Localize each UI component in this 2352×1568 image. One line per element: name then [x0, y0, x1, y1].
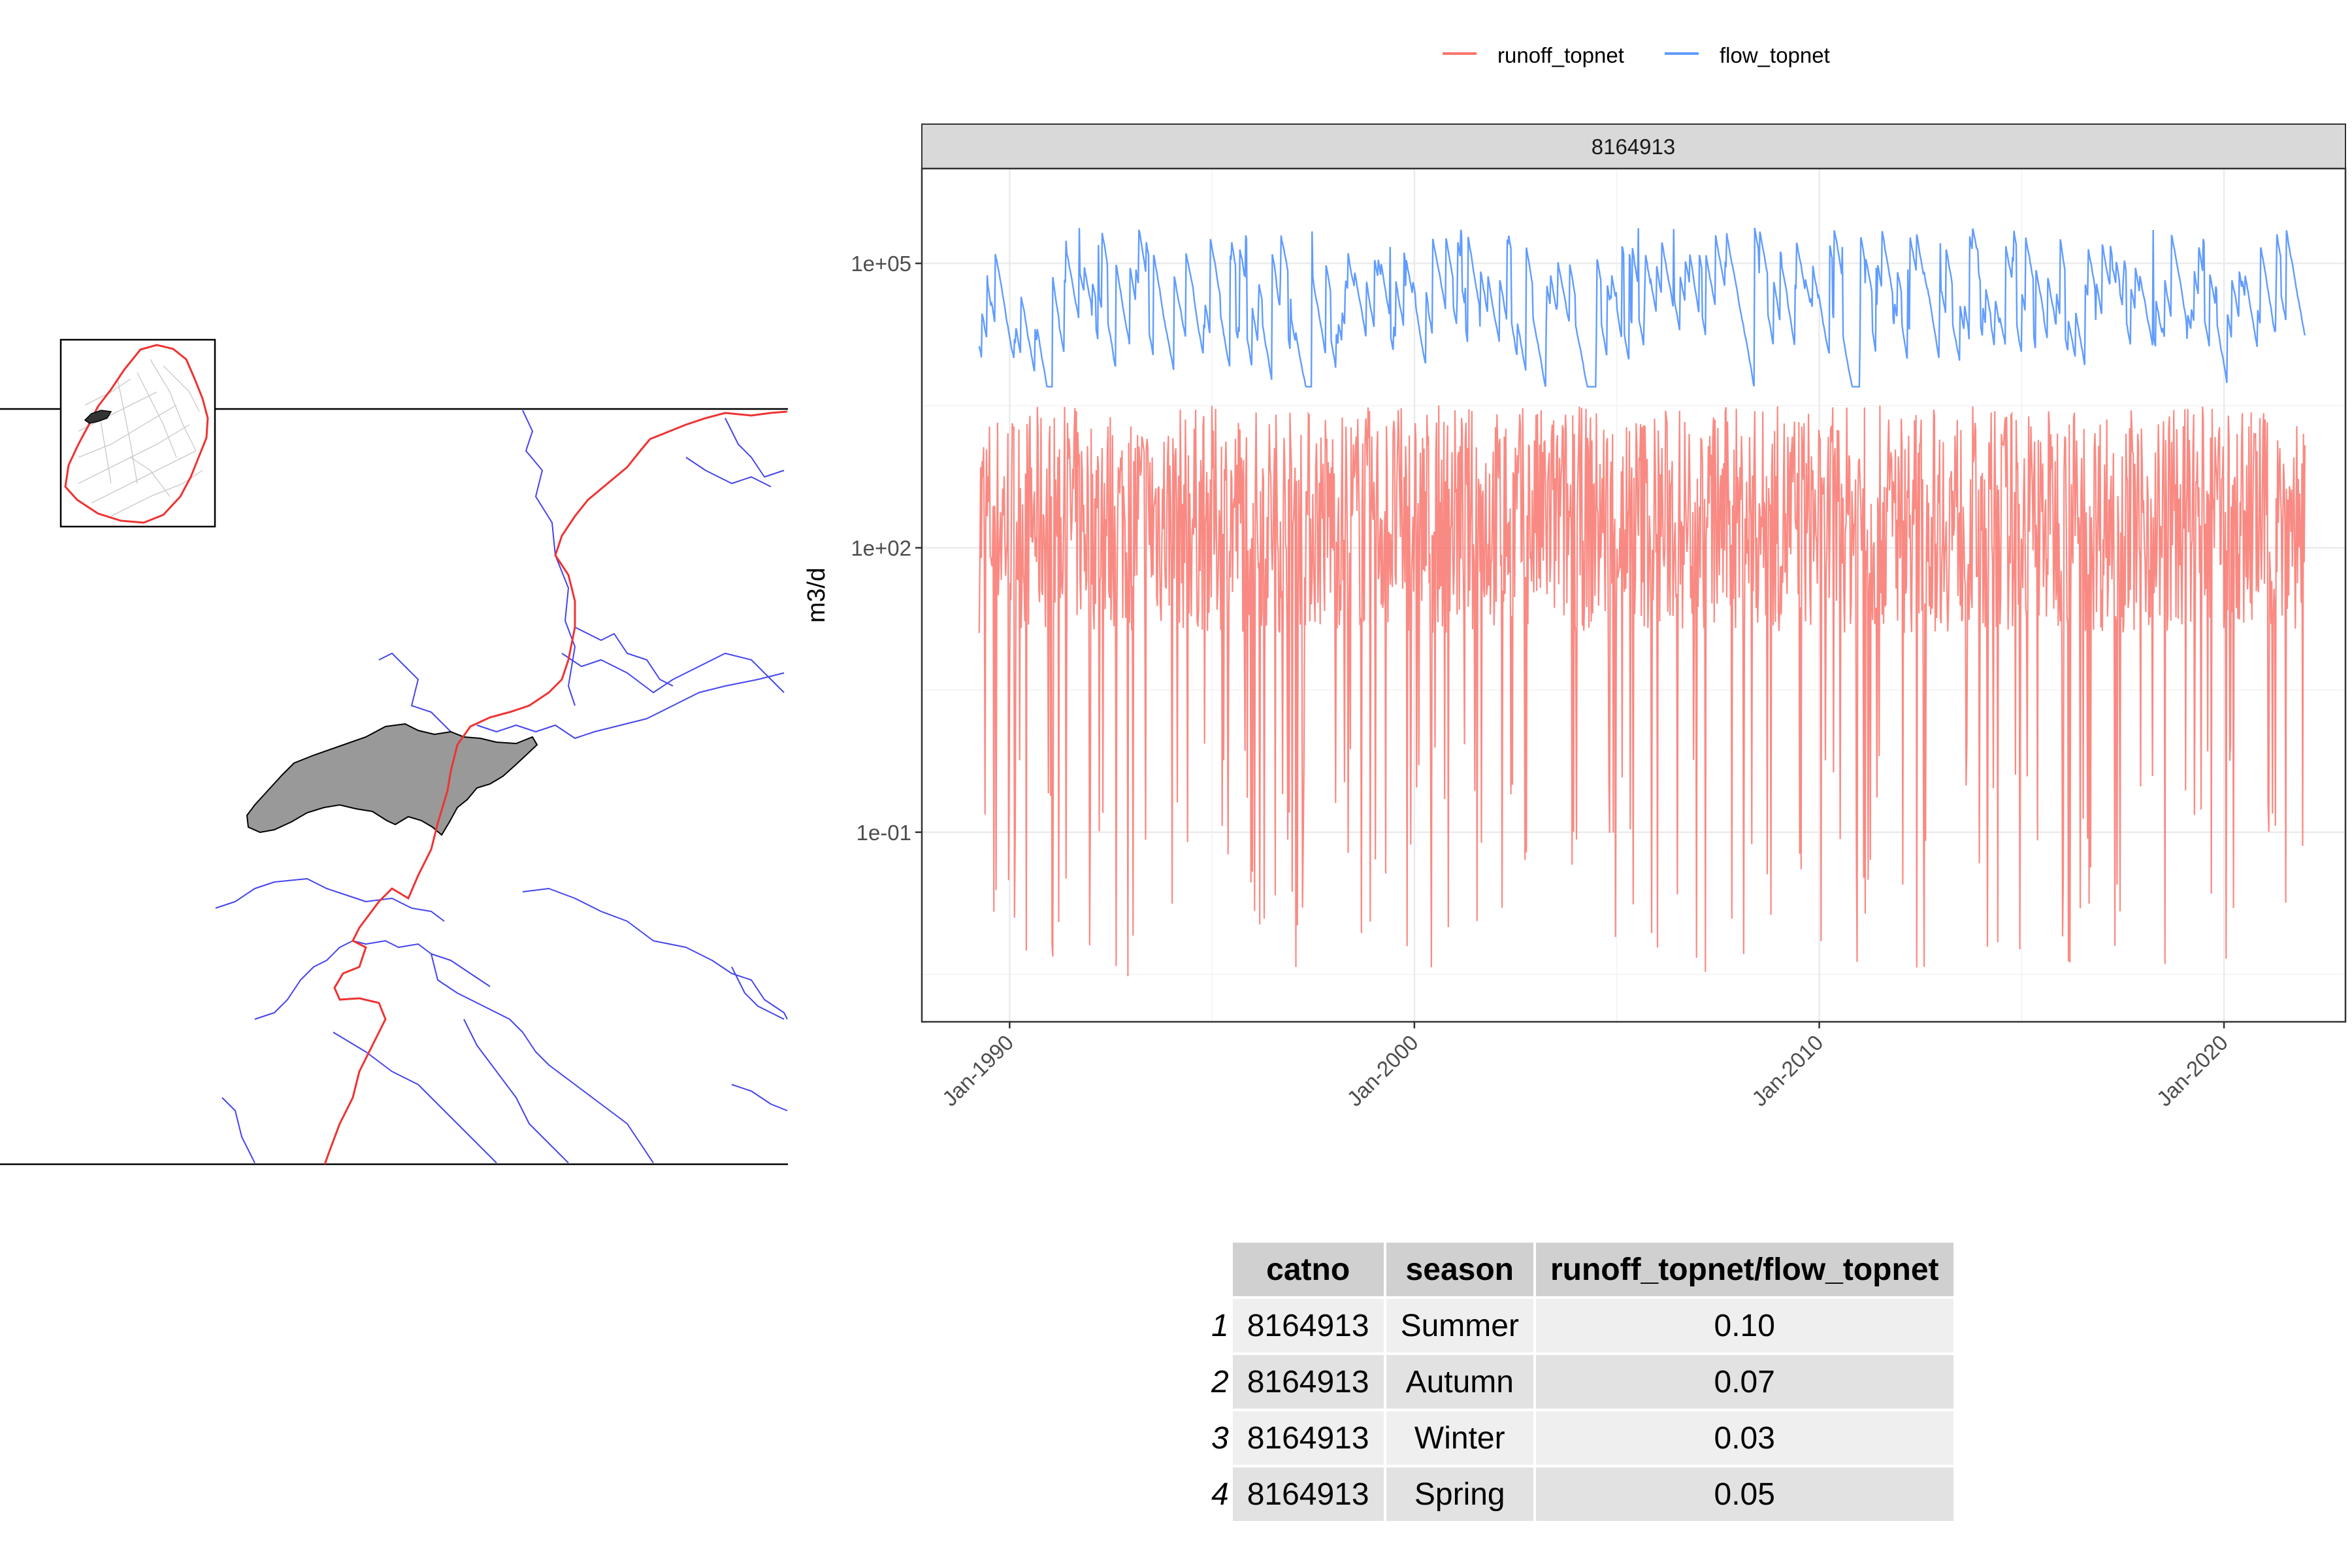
- series-line-runoff: [978, 405, 2306, 977]
- river-line: [221, 1097, 255, 1164]
- table-header-catno: catno: [1232, 1243, 1384, 1296]
- cell-catno: 8164913: [1232, 1299, 1384, 1352]
- river-line: [476, 672, 785, 739]
- cell-ratio: 0.10: [1535, 1299, 1953, 1352]
- river-line: [731, 966, 785, 1020]
- river-line: [731, 1084, 788, 1111]
- inset-frame: [59, 338, 216, 528]
- boundary-line: [323, 410, 788, 1165]
- x-tick-label: Jan-2010: [1747, 1030, 1827, 1111]
- cell-ratio: 0.03: [1535, 1411, 1953, 1465]
- river-line: [725, 417, 785, 478]
- table-row: 1 8164913 Summer 0.10: [1198, 1299, 1953, 1352]
- table-row: 4 8164913 Spring 0.05: [1198, 1467, 1953, 1521]
- table-row: 2 8164913 Autumn 0.07: [1198, 1355, 1953, 1409]
- inset-map: [59, 338, 216, 528]
- cell-catno: 8164913: [1232, 1355, 1384, 1409]
- river-line: [522, 410, 576, 706]
- table-header-blank: [1198, 1243, 1230, 1296]
- x-axis: Jan-1990 Jan-2000 Jan-2010 Jan-2020: [938, 1022, 2232, 1111]
- table-header-row: catno season runoff_topnet/flow_topnet: [1198, 1243, 1953, 1296]
- river-line: [561, 653, 785, 693]
- x-tick-label: Jan-1990: [938, 1030, 1018, 1111]
- y-tick-label: 1e-01: [857, 821, 911, 845]
- table-header-season: season: [1386, 1243, 1533, 1296]
- series-line-flow: [978, 227, 2306, 388]
- row-index: 1: [1211, 1308, 1229, 1343]
- river-line: [215, 878, 445, 922]
- cell-season: Spring: [1386, 1467, 1533, 1521]
- river-line: [463, 1019, 569, 1164]
- river-line: [522, 888, 788, 1020]
- row-index: 2: [1211, 1364, 1229, 1399]
- catchment-map: [0, 338, 788, 1166]
- legend-label-flow: flow_topnet: [1720, 43, 1830, 67]
- facet-label: 8164913: [1592, 135, 1675, 159]
- river-line: [685, 457, 772, 487]
- river-line: [574, 627, 674, 687]
- river-line: [333, 1032, 497, 1164]
- inset-catchments: [78, 359, 203, 517]
- x-tick-label: Jan-2000: [1342, 1030, 1422, 1111]
- timeseries-chart: runoff_topnet flow_topnet 8164913 1e-011…: [803, 43, 2347, 1111]
- legend: runoff_topnet flow_topnet: [1443, 43, 1830, 67]
- y-axis: 1e-01 1e+02 1e+05: [851, 252, 922, 845]
- legend-label-runoff: runoff_topnet: [1497, 43, 1624, 67]
- y-tick-label: 1e+02: [851, 536, 911, 560]
- y-tick-label: 1e+05: [851, 252, 911, 276]
- series-lines: [978, 227, 2306, 977]
- seasonal-ratio-table: catno season runoff_topnet/flow_topnet 1…: [1196, 1240, 1956, 1524]
- cell-ratio: 0.07: [1535, 1355, 1953, 1409]
- river-line: [431, 953, 491, 987]
- cell-ratio: 0.05: [1535, 1467, 1953, 1521]
- inset-catchment-marker: [84, 410, 112, 424]
- cell-season: Summer: [1386, 1299, 1533, 1352]
- cell-season: Autumn: [1386, 1355, 1533, 1409]
- y-axis-label: m3/d: [803, 568, 830, 623]
- river-network: [215, 410, 788, 1164]
- cell-season: Winter: [1386, 1411, 1533, 1465]
- x-tick-label: Jan-2020: [2152, 1030, 2232, 1111]
- cell-catno: 8164913: [1232, 1411, 1384, 1465]
- catchment-polygon: [246, 723, 538, 836]
- row-index: 4: [1211, 1477, 1229, 1512]
- row-index: 3: [1211, 1420, 1229, 1456]
- plot-border: [921, 167, 2347, 1023]
- cell-catno: 8164913: [1232, 1467, 1384, 1521]
- table-header-ratio: runoff_topnet/flow_topnet: [1535, 1243, 1953, 1296]
- table-row: 3 8164913 Winter 0.03: [1198, 1411, 1953, 1465]
- river-line: [378, 653, 458, 739]
